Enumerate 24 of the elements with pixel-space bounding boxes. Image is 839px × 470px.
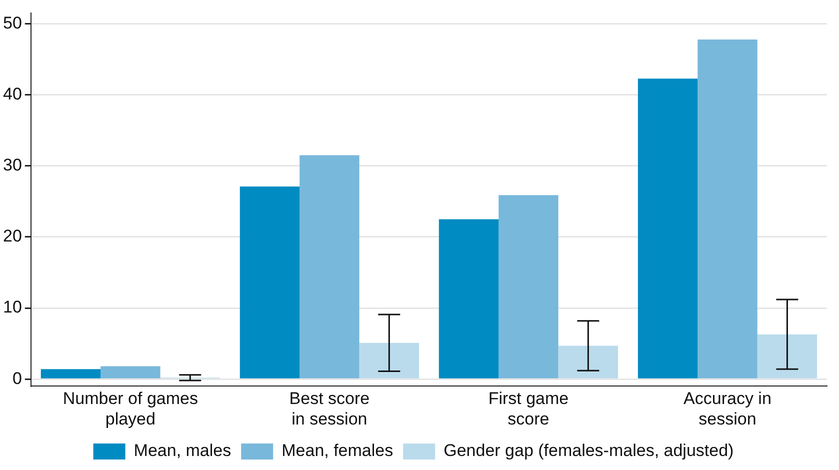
bar	[438, 219, 499, 378]
x-tick-label: Number of games played	[62, 389, 198, 428]
bar	[757, 334, 818, 378]
y-tick-label: 0	[12, 368, 22, 388]
bar	[300, 155, 360, 378]
bar	[100, 366, 160, 378]
x-tick-label: Best score in session	[289, 389, 370, 428]
x-tick-label: Accuracy in session	[684, 389, 772, 428]
y-tick-label: 10	[2, 298, 22, 317]
bar	[240, 186, 300, 378]
y-tick-label: 30	[2, 156, 22, 175]
bar	[638, 78, 698, 378]
bar	[698, 39, 758, 378]
bar	[40, 369, 101, 378]
y-tick-label: 50	[2, 14, 22, 33]
x-tick-label: First game score	[488, 389, 569, 428]
legend-label: Mean, males	[134, 441, 232, 460]
legend-label: Mean, females	[282, 441, 394, 460]
y-tick-label: 20	[2, 226, 22, 246]
bar	[558, 346, 618, 378]
legend-label: Gender gap (females-males, adjusted)	[444, 441, 734, 460]
bar	[498, 195, 558, 378]
y-tick-label: 40	[2, 84, 22, 104]
bar	[359, 342, 420, 378]
